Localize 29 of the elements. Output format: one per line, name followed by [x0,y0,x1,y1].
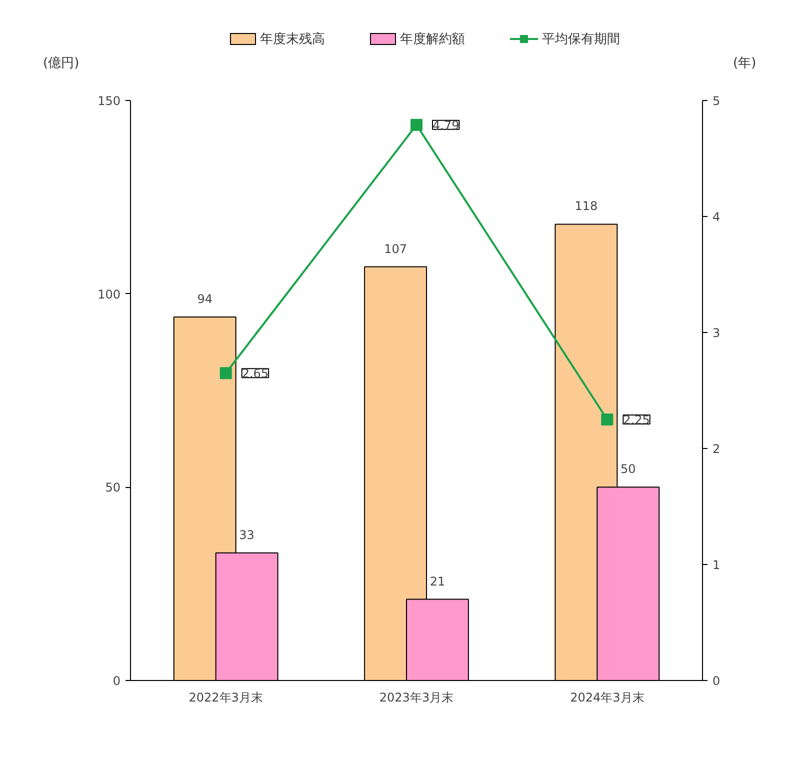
legend-label: 年度末残高 [260,32,326,47]
y-tick-label: 150 [98,94,120,108]
x-tick-label: 2023年3月末 [379,690,454,704]
y2-tick-label: 1 [712,558,720,572]
y2-tick-label: 5 [712,94,720,108]
data-label: 50 [620,462,636,476]
data-label: 21 [430,574,446,588]
y2-tick-label: 4 [712,210,720,224]
legend-label: 年度解約額 [400,32,466,47]
y-tick-label: 50 [105,480,121,495]
y-tick-label: 0 [112,674,121,688]
y-axis-title: (億円) [43,55,80,73]
y-tick-label: 100 [98,287,120,302]
y2-tick-label: 3 [712,326,720,340]
y2-tick-label: 2 [712,442,720,456]
y2-axis-title: (年) [733,55,756,73]
legend-label: 平均保有期間 [542,32,620,47]
point [410,118,422,131]
point [220,367,232,380]
data-label: 107 [384,242,407,256]
y2-tick-label: 0 [712,674,720,688]
data-label: 33 [239,528,254,542]
data-label: 4.79 [432,118,460,132]
data-label: 2.25 [623,413,650,427]
x-tick-label: 2024年3月末 [570,690,644,704]
data-label: 118 [574,199,598,214]
point [601,414,614,426]
x-tick-label: 2022年3月末 [188,690,263,704]
data-label: 94 [197,292,213,306]
